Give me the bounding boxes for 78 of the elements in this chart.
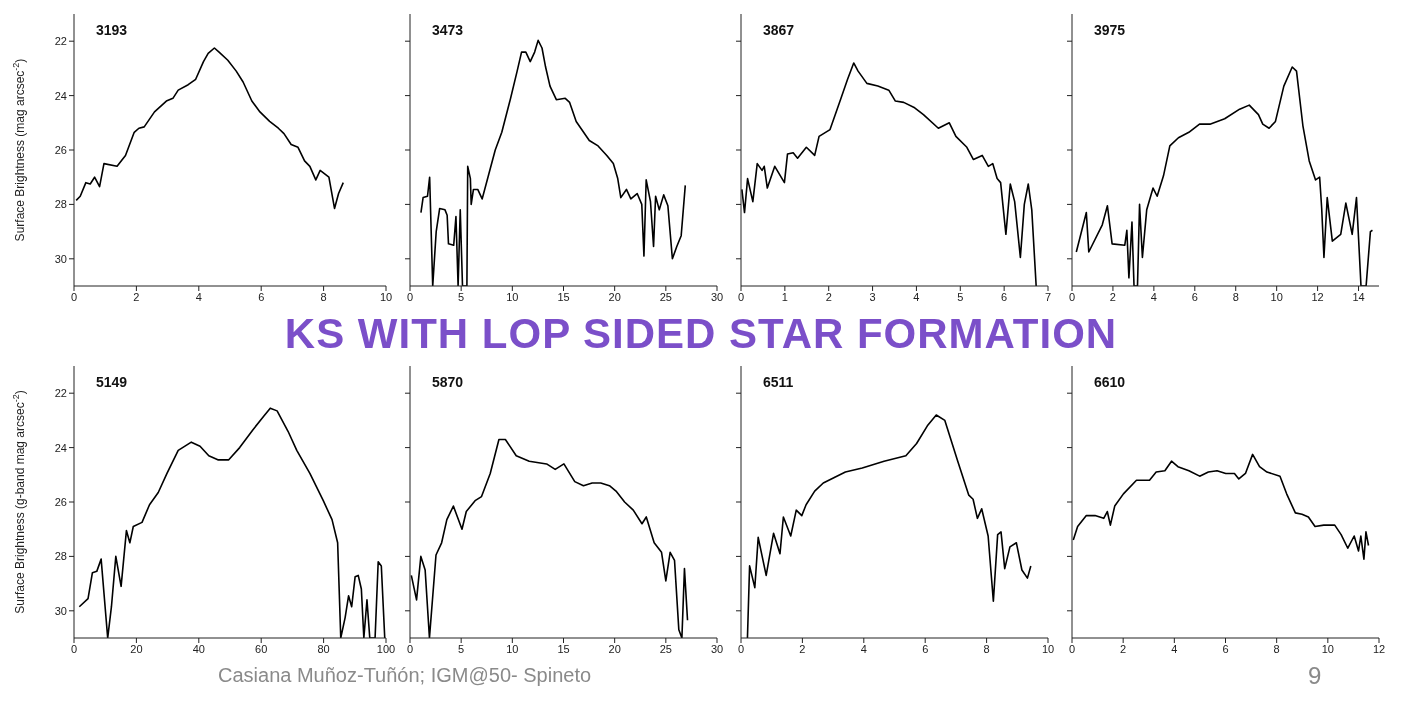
text: KS WITH LOP SIDED STAR FORMATION <box>283 310 1119 358</box>
x-tick-label: 0 <box>406 642 414 655</box>
x-tick-label: 5 <box>458 642 465 655</box>
x-tick-label: 14 <box>1352 290 1365 303</box>
x-tick-label: 2 <box>133 290 140 303</box>
x-tick-label: 0 <box>737 290 745 303</box>
text: 3473 <box>432 22 464 38</box>
y-tick-label: 24 <box>54 441 67 454</box>
text: 6511 <box>763 374 794 390</box>
x-tick-label: 6 <box>258 290 265 303</box>
text: Casiana Muñoz-Tuñón; IGM@50- Spineto <box>218 664 592 687</box>
x-tick-label: 12 <box>1311 290 1324 303</box>
x-tick-label: 20 <box>130 642 143 655</box>
x-tick-label: 4 <box>1171 642 1178 655</box>
y-tick-label: 22 <box>54 387 67 400</box>
x-tick-label: 2 <box>825 290 832 303</box>
x-tick-label: 30 <box>710 642 724 655</box>
x-tick-label: 10 <box>1041 642 1055 655</box>
x-tick-label: 8 <box>1273 642 1280 655</box>
x-tick-label: 20 <box>608 290 621 303</box>
x-tick-label: 6 <box>1191 290 1198 303</box>
x-tick-label: 6 <box>922 642 929 655</box>
x-tick-label: 8 <box>1232 290 1239 303</box>
x-tick-label: 40 <box>192 642 205 655</box>
text: 5149 <box>96 374 128 390</box>
x-tick-label: 2 <box>1109 290 1116 303</box>
y-tick-label: 28 <box>54 550 67 563</box>
x-tick-label: 0 <box>1068 642 1076 655</box>
x-tick-label: 8 <box>320 290 327 303</box>
text: 5870 <box>432 374 464 390</box>
line-series <box>78 407 386 638</box>
x-tick-label: 4 <box>1150 290 1157 303</box>
y-tick-label: 26 <box>54 495 67 508</box>
x-tick-label: 30 <box>710 290 724 303</box>
x-tick-label: 15 <box>557 290 570 303</box>
text: 3193 <box>96 22 128 38</box>
x-tick-label: 10 <box>1321 642 1334 655</box>
y-tick-label: 28 <box>54 198 67 211</box>
x-tick-label: 60 <box>255 642 268 655</box>
x-tick-label: 6 <box>1222 642 1229 655</box>
x-tick-label: 4 <box>913 290 920 303</box>
x-tick-label: 4 <box>195 290 202 303</box>
x-tick-label: 0 <box>70 290 78 303</box>
y-tick-label: 30 <box>54 604 67 617</box>
x-tick-label: 0 <box>1068 290 1076 303</box>
x-tick-label: 7 <box>1044 290 1052 303</box>
x-tick-label: 12 <box>1372 642 1386 655</box>
x-tick-label: 2 <box>799 642 806 655</box>
y-tick-label: 26 <box>54 143 67 156</box>
x-tick-label: 3 <box>869 290 876 303</box>
y-tick-label: 24 <box>54 89 67 102</box>
text: 6610 <box>1094 374 1126 390</box>
x-tick-label: 10 <box>379 290 393 303</box>
x-tick-label: 1 <box>781 290 788 303</box>
x-tick-label: 0 <box>70 642 78 655</box>
x-tick-label: 10 <box>1270 290 1283 303</box>
x-tick-label: 10 <box>506 642 519 655</box>
x-tick-label: 25 <box>659 642 672 655</box>
text: 3975 <box>1094 22 1126 38</box>
x-tick-label: 5 <box>957 290 964 303</box>
x-tick-label: 80 <box>317 642 330 655</box>
x-tick-label: 0 <box>406 290 414 303</box>
x-tick-label: 8 <box>983 642 990 655</box>
x-tick-label: 0 <box>737 642 745 655</box>
x-tick-label: 15 <box>557 642 570 655</box>
text: 9 <box>1308 662 1322 690</box>
x-tick-label: 4 <box>860 642 867 655</box>
y-tick-label: 22 <box>54 35 67 48</box>
x-tick-label: 2 <box>1120 642 1127 655</box>
x-tick-label: 10 <box>506 290 519 303</box>
text: 3867 <box>763 22 795 38</box>
x-tick-label: 25 <box>659 290 672 303</box>
x-tick-label: 5 <box>458 290 465 303</box>
x-tick-label: 6 <box>1001 290 1008 303</box>
x-tick-label: 20 <box>608 642 621 655</box>
y-tick-label: 30 <box>54 252 67 265</box>
x-tick-label: 100 <box>376 642 396 655</box>
line-series <box>75 47 345 210</box>
